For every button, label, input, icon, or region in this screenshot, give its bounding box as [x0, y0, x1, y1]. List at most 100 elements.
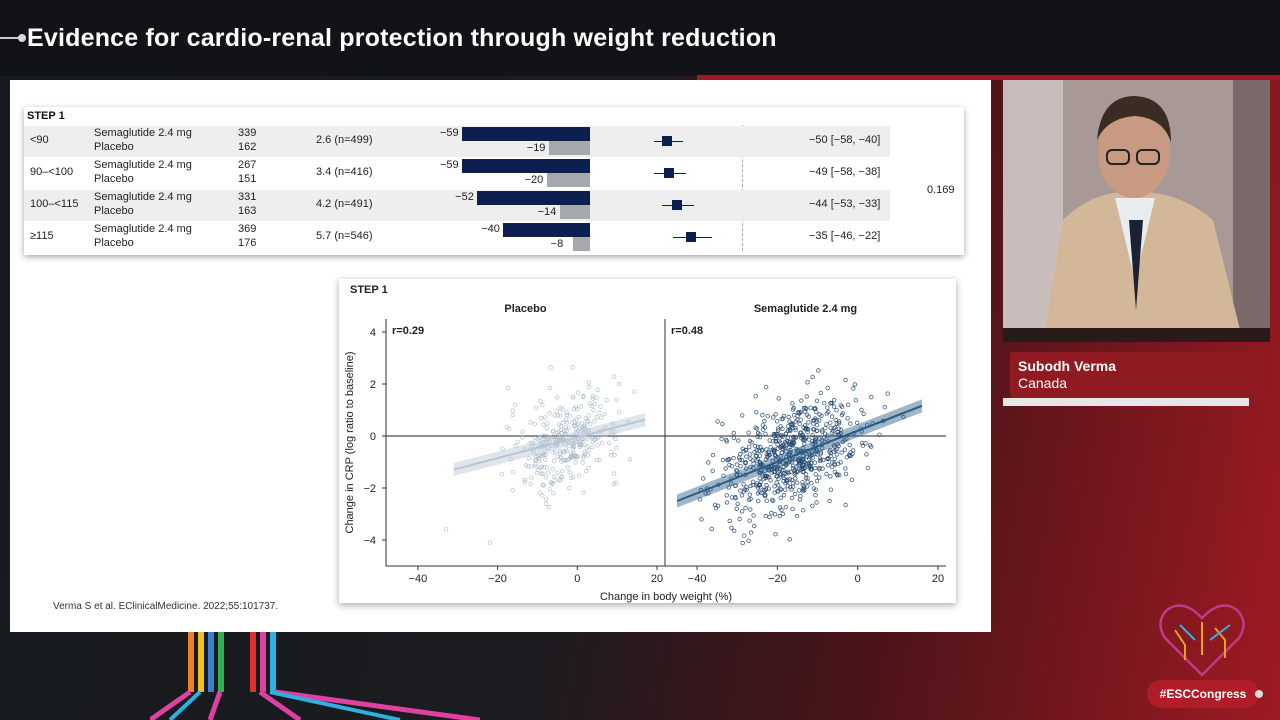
scatter-point	[747, 492, 752, 497]
scatter-point	[772, 512, 778, 517]
scatter-point	[529, 475, 534, 480]
scatter-point	[813, 472, 818, 477]
scatter-point	[533, 435, 538, 441]
scatter-point	[838, 431, 844, 436]
scatter-point	[756, 448, 762, 454]
scatter-point	[595, 387, 600, 393]
scatter-point	[799, 398, 804, 403]
scatter-point	[778, 486, 783, 491]
scatter-point	[535, 436, 540, 441]
scatter-point	[901, 414, 906, 420]
scatter-point	[562, 432, 567, 438]
scatter-figure: STEP 1 4 2 0 −2 −4 −40 −20 0 20 Placebo r=0.29 −40 −2…	[339, 279, 956, 603]
scatter-point	[847, 442, 852, 448]
scatter-point	[775, 464, 780, 469]
scatter-point	[557, 449, 563, 454]
scatter-point	[737, 457, 742, 463]
speaker-figure	[1003, 80, 1270, 342]
scatter-point	[810, 374, 815, 380]
scatter-point	[820, 445, 825, 451]
scatter-point	[834, 452, 840, 457]
scatter-point	[843, 471, 849, 477]
scatter-point	[731, 455, 736, 461]
scatter-point	[541, 483, 547, 488]
scatter-point	[832, 425, 838, 430]
scatter-point	[824, 456, 830, 462]
scatter-point	[790, 463, 796, 468]
scatter-point	[706, 491, 711, 496]
scatter-point	[828, 447, 833, 453]
scatter-point	[542, 433, 547, 439]
scatter-point	[546, 504, 552, 510]
arm-label: Semaglutide 2.4 mg	[94, 223, 192, 235]
scatter-point	[806, 420, 811, 425]
scatter-point	[793, 419, 798, 424]
scatter-point	[775, 489, 780, 494]
scatter-point	[837, 419, 842, 424]
scatter-point	[762, 488, 767, 493]
scatter-point	[780, 511, 786, 517]
scatter-point	[739, 509, 745, 514]
regression-line	[676, 404, 923, 502]
table-row: ≥115 Semaglutide 2.4 mg Placebo 369 176 5.7 (…	[24, 222, 890, 253]
scatter-point	[526, 456, 532, 461]
x-tick-label: 0	[574, 573, 580, 585]
scatter-point	[860, 443, 866, 448]
regression-line	[453, 418, 646, 471]
scatter-point	[787, 537, 792, 542]
scatter-point	[586, 413, 591, 418]
scatter-point	[773, 438, 779, 444]
estimate-label: −50 [−58, −40]	[809, 134, 881, 146]
scatter-point	[816, 368, 821, 373]
scatter-point	[780, 426, 785, 431]
scatter-point	[800, 462, 805, 467]
scatter-point	[594, 457, 599, 463]
scatter-point	[578, 404, 584, 409]
scatter-point	[616, 410, 622, 415]
scatter-point	[763, 457, 768, 462]
scatter-point	[597, 458, 602, 463]
scatter-point	[835, 442, 840, 447]
scatter-point	[731, 435, 737, 441]
scatter-point	[572, 423, 577, 429]
scatter-point	[735, 501, 740, 507]
scatter-point	[740, 413, 745, 418]
scatter-point	[709, 526, 714, 532]
scatter-point	[595, 442, 600, 448]
scatter-point	[758, 444, 763, 450]
scatter-point	[812, 417, 817, 423]
scatter-point	[592, 418, 597, 424]
scatter-point	[795, 480, 800, 485]
scatter-point	[851, 386, 856, 391]
scatter-point	[825, 405, 830, 410]
baseline-value: 2.6 (n=499)	[316, 134, 373, 146]
scatter-point	[566, 443, 572, 448]
semaglutide-bar-label: −59	[440, 159, 459, 171]
placebo-bar	[559, 205, 590, 219]
scatter-point	[558, 455, 564, 460]
scatter-point	[724, 493, 729, 498]
scatter-point	[580, 460, 585, 465]
scatter-point	[572, 454, 577, 459]
scatter-point	[789, 495, 795, 501]
scatter-point	[803, 425, 809, 430]
scatter-point	[528, 420, 533, 425]
scatter-point	[573, 460, 578, 465]
panel-title: Placebo	[504, 303, 546, 315]
scatter-point	[820, 429, 825, 434]
scatter-point	[542, 415, 548, 420]
scatter-point	[790, 477, 795, 483]
scatter-point	[590, 439, 595, 445]
y-axis-label: Change in CRP (log ratio to baseline)	[344, 351, 356, 533]
title-marker-icon	[0, 34, 26, 42]
scatter-point	[829, 414, 835, 419]
scatter-point	[575, 421, 581, 427]
scatter-point	[738, 464, 743, 469]
scatter-point	[755, 485, 760, 490]
scatter-point	[613, 480, 619, 485]
scatter-point	[790, 506, 795, 512]
scatter-point	[729, 525, 734, 530]
scatter-point	[551, 458, 557, 463]
scatter-point	[746, 538, 751, 543]
